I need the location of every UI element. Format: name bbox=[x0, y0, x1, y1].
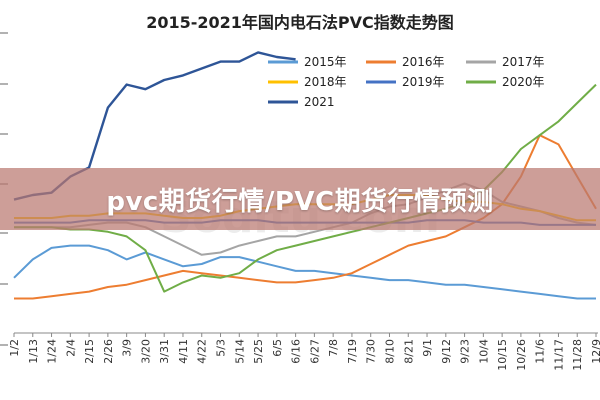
legend-label-5: 2020年 bbox=[502, 75, 545, 89]
x-tick-label-26: 10/15 bbox=[496, 339, 509, 371]
x-tick-label-3: 2/4 bbox=[64, 339, 77, 357]
x-tick-label-0: 1/2 bbox=[8, 339, 21, 357]
x-tick-label-27: 10/26 bbox=[515, 339, 528, 371]
legend-label-0: 2015年 bbox=[304, 55, 347, 69]
series-line-0 bbox=[13, 244, 596, 300]
x-tick-label-17: 7/8 bbox=[327, 339, 340, 357]
x-tick-label-12: 5/14 bbox=[233, 339, 246, 364]
legend-label-6: 2021 bbox=[304, 95, 335, 109]
x-tick-label-14: 6/5 bbox=[271, 339, 284, 357]
x-tick-label-25: 10/4 bbox=[477, 339, 490, 364]
chart-title: 2015-2021年国内电石法PVC指数走势图 bbox=[146, 13, 454, 32]
x-tick-label-20: 8/10 bbox=[383, 339, 396, 364]
x-tick-label-11: 5/3 bbox=[215, 339, 228, 357]
x-tick-label-10: 4/22 bbox=[196, 339, 209, 364]
legend-label-1: 2016年 bbox=[402, 55, 445, 69]
x-tick-label-4: 2/15 bbox=[83, 339, 96, 364]
x-tick-label-16: 6/27 bbox=[308, 339, 321, 364]
x-tick-label-5: 2/26 bbox=[102, 339, 115, 364]
x-tick-label-13: 5/25 bbox=[252, 339, 265, 364]
x-tick-label-31: 12/9 bbox=[590, 339, 600, 364]
x-tick-label-7: 3/20 bbox=[139, 339, 152, 364]
x-tick-label-18: 7/19 bbox=[346, 339, 359, 364]
legend-label-4: 2019年 bbox=[402, 75, 445, 89]
legend-label-2: 2017年 bbox=[502, 55, 545, 69]
x-tick-label-9: 4/11 bbox=[177, 339, 190, 364]
x-tick-label-28: 11/6 bbox=[534, 339, 547, 364]
overlay-banner: pvc期货行情/PVC期货行情预测 bbox=[0, 168, 600, 230]
x-tick-label-30: 11/28 bbox=[571, 339, 584, 371]
x-tick-label-19: 7/30 bbox=[365, 339, 378, 364]
banner-title: pvc期货行情/PVC期货行情预测 bbox=[106, 186, 494, 217]
x-tick-label-22: 9/1 bbox=[421, 339, 434, 357]
x-tick-label-15: 6/16 bbox=[290, 339, 303, 364]
x-tick-label-1: 1/13 bbox=[27, 339, 40, 364]
x-tick-label-24: 9/23 bbox=[459, 339, 472, 364]
x-tick-label-2: 1/24 bbox=[46, 339, 59, 364]
x-tick-label-29: 11/17 bbox=[552, 339, 565, 371]
x-tick-label-8: 3/31 bbox=[158, 339, 171, 364]
x-tick-label-6: 3/9 bbox=[121, 339, 134, 357]
legend-label-3: 2018年 bbox=[304, 75, 347, 89]
x-tick-label-21: 8/21 bbox=[402, 339, 415, 364]
x-tick-label-23: 9/12 bbox=[440, 339, 453, 364]
